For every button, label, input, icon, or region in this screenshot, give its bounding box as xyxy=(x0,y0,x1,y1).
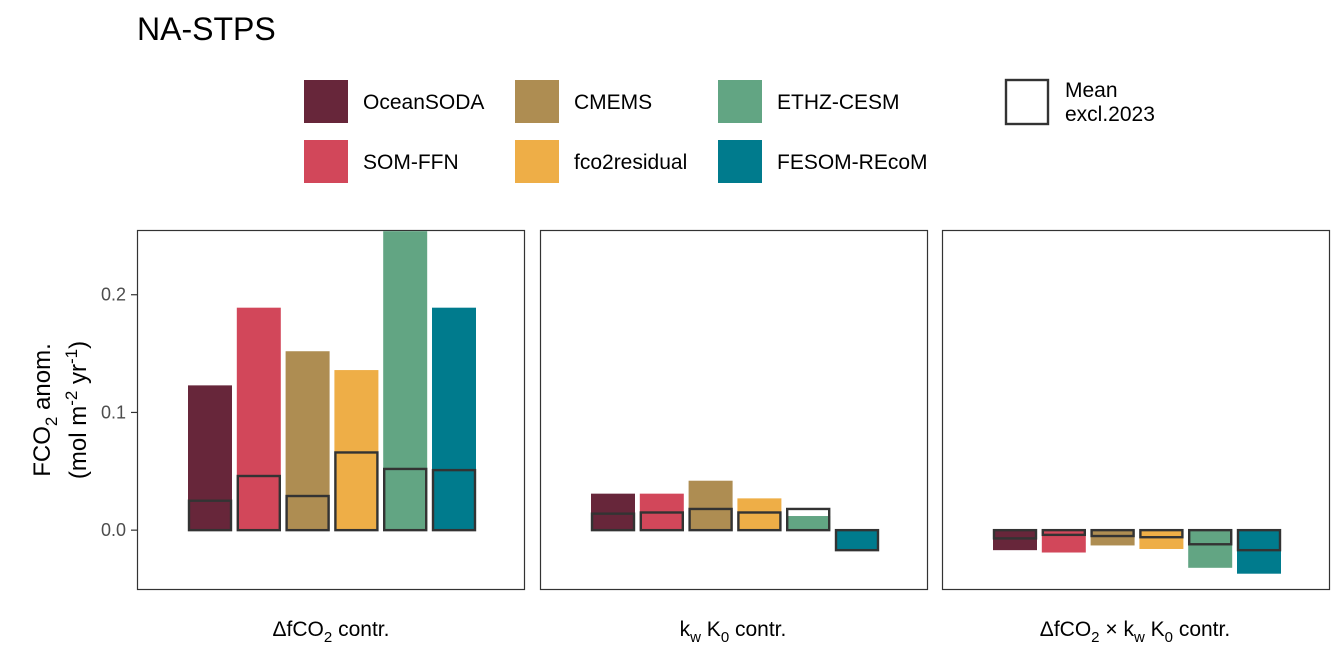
legend-swatch xyxy=(718,80,762,123)
bar-som-ffn xyxy=(236,307,281,531)
legend-swatch xyxy=(515,140,559,183)
mean-excl-2023-bar xyxy=(834,528,880,552)
legend-swatch xyxy=(515,80,559,123)
mean-excl-2023-bar xyxy=(992,528,1038,540)
legend-item-fco2residual: fco2residual xyxy=(515,140,687,183)
bar-som-ffn xyxy=(1041,530,1086,553)
panel-border xyxy=(539,229,929,591)
panel-labels: ΔfCO2 contr. kw K0 contr. ΔfCO2 × kw K0 … xyxy=(273,618,1231,646)
y-tick-label: 0.1 xyxy=(101,402,126,422)
bar-cmems xyxy=(1090,530,1135,546)
panel-2 xyxy=(539,229,929,591)
y-tick-label: 0.0 xyxy=(101,520,126,540)
legend-swatch xyxy=(718,140,762,183)
legend-label: SOM-FFN xyxy=(363,151,459,174)
mean-excl-2023-bar xyxy=(590,512,636,532)
mean-excl-2023-bar xyxy=(1187,528,1233,546)
legend: OceanSODA SOM-FFN CMEMS fco2residual ETHZ-CE… xyxy=(304,78,1155,183)
panel-label-kwk0: kw K0 contr. xyxy=(680,618,787,646)
legend-item-cmems: CMEMS xyxy=(515,80,652,123)
panel-1 xyxy=(136,229,526,591)
legend-label: fco2residual xyxy=(574,151,687,174)
legend-item-fesom-recom: FESOM-REcoM xyxy=(718,140,928,183)
legend-swatch-outline xyxy=(1004,78,1050,126)
panel-3 xyxy=(941,229,1331,591)
panel-label-dfco2: ΔfCO2 contr. xyxy=(273,618,390,646)
mean-excl-2023-bar xyxy=(236,474,282,532)
panel-border xyxy=(941,229,1331,591)
bar-fco2residual xyxy=(334,370,379,531)
mean-excl-2023-bar xyxy=(688,507,733,532)
mean-excl-2023-bar xyxy=(431,468,477,532)
mean-excl-2023-bar xyxy=(285,494,330,532)
panel-border xyxy=(136,229,526,591)
mean-excl-2023-bar xyxy=(1090,528,1135,538)
legend-item-ethz-cesm: ETHZ-CESM xyxy=(718,80,900,123)
bar-fesom-recom xyxy=(432,307,476,531)
legend-label-line1: Mean xyxy=(1065,79,1118,102)
y-axis-title: FCO2 anom. (mol m-2 yr-1) xyxy=(29,341,92,479)
bar-fesom-recom xyxy=(835,530,879,551)
plot-panels xyxy=(136,229,1331,591)
y-axis-title-line1: FCO2 anom. xyxy=(29,343,61,477)
bar-oceansoda xyxy=(188,385,232,531)
legend-label-line2: excl.2023 xyxy=(1065,103,1155,126)
panel-label-interaction: ΔfCO2 × kw K0 contr. xyxy=(1040,618,1230,646)
mean-excl-2023-bar xyxy=(383,467,428,532)
mean-excl-2023-bar xyxy=(1236,528,1282,552)
bar-ethz-cesm xyxy=(1188,530,1233,568)
chart-title: NA-STPS xyxy=(137,11,276,47)
mean-excl-2023-bar xyxy=(786,507,831,532)
mean-excl-2023-bar xyxy=(1139,528,1184,539)
mean-excl-2023-bar xyxy=(737,511,782,532)
mean-excl-2023-bar xyxy=(334,451,379,532)
bar-cmems xyxy=(688,480,733,531)
bar-cmems xyxy=(285,351,330,531)
bar-oceansoda xyxy=(591,493,635,531)
legend-label: FESOM-REcoM xyxy=(777,151,928,174)
mean-excl-2023-bar xyxy=(639,511,684,532)
y-axis: 0.0 0.1 0.2 xyxy=(101,285,137,540)
legend-label: CMEMS xyxy=(574,91,652,114)
y-tick-label: 0.2 xyxy=(101,285,126,305)
mean-excl-2023-bar xyxy=(1041,528,1087,537)
bar-fesom-recom xyxy=(1237,530,1281,574)
bar-fco2residual xyxy=(1139,530,1184,549)
bar-ethz-cesm xyxy=(383,231,428,531)
legend-label: ETHZ-CESM xyxy=(777,91,900,114)
legend-label: OceanSODA xyxy=(363,91,484,114)
y-axis-title-line2: (mol m-2 yr-1) xyxy=(62,341,92,479)
mean-excl-2023-bar xyxy=(187,499,233,532)
legend-item-som-ffn: SOM-FFN xyxy=(304,140,459,183)
legend-swatch xyxy=(304,80,348,123)
bar-fco2residual xyxy=(737,498,782,531)
bar-oceansoda xyxy=(993,530,1037,551)
legend-item-oceansoda: OceanSODA xyxy=(304,80,484,123)
legend-swatch xyxy=(304,140,348,183)
bar-ethz-cesm xyxy=(786,516,831,531)
